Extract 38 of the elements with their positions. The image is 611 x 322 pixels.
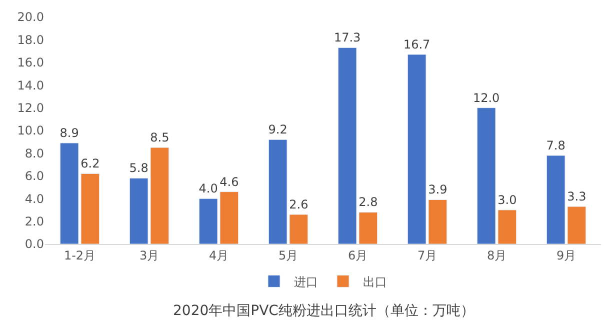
data-label: 5.8 <box>129 161 148 176</box>
x-tick-label: 1-2月 <box>64 248 96 262</box>
x-tick-label: 4月 <box>208 248 229 262</box>
data-label: 6.2 <box>80 156 100 171</box>
y-tick-label: 16.0 <box>17 56 44 70</box>
y-tick-label: 4.0 <box>24 192 44 206</box>
legend-label: 进口 <box>294 274 318 289</box>
y-tick-label: 20.0 <box>17 10 44 24</box>
y-tick-label: 2.0 <box>24 214 44 228</box>
y-tick-label: 18.0 <box>17 32 44 47</box>
data-label: 8.9 <box>60 126 79 140</box>
y-tick-label: 0.0 <box>24 237 44 252</box>
data-label: 7.8 <box>546 138 566 152</box>
text: 2020年中国PVC纯粉进出口统计（单位：万吨） <box>173 303 474 319</box>
data-label: 2.6 <box>289 197 308 212</box>
data-label: 3.0 <box>498 192 517 207</box>
data-label: 3.3 <box>567 190 586 204</box>
x-tick-label: 8月 <box>486 248 507 262</box>
x-tick-label: 6月 <box>348 248 368 262</box>
data-label: 16.7 <box>403 37 430 52</box>
x-tick-label: 5月 <box>278 248 298 262</box>
legend-label: 出口 <box>363 274 387 289</box>
data-label: 3.9 <box>428 182 448 197</box>
data-label: 17.3 <box>334 30 361 45</box>
x-tick-label: 7月 <box>417 248 438 262</box>
y-tick-label: 8.0 <box>24 146 44 160</box>
data-label: 2.8 <box>358 195 378 210</box>
y-tick-label: 14.0 <box>17 78 44 92</box>
data-label: 4.0 <box>198 182 218 196</box>
y-tick-label: 10.0 <box>17 124 44 138</box>
data-label: 9.2 <box>268 122 288 137</box>
data-label: 4.6 <box>220 174 239 189</box>
y-tick-label: 12.0 <box>17 101 44 115</box>
y-tick-label: 6.0 <box>24 169 44 184</box>
data-label: 12.0 <box>472 90 500 105</box>
x-tick-label: 9月 <box>556 248 576 262</box>
data-label: 8.5 <box>150 130 170 145</box>
x-tick-label: 3月 <box>139 248 160 262</box>
